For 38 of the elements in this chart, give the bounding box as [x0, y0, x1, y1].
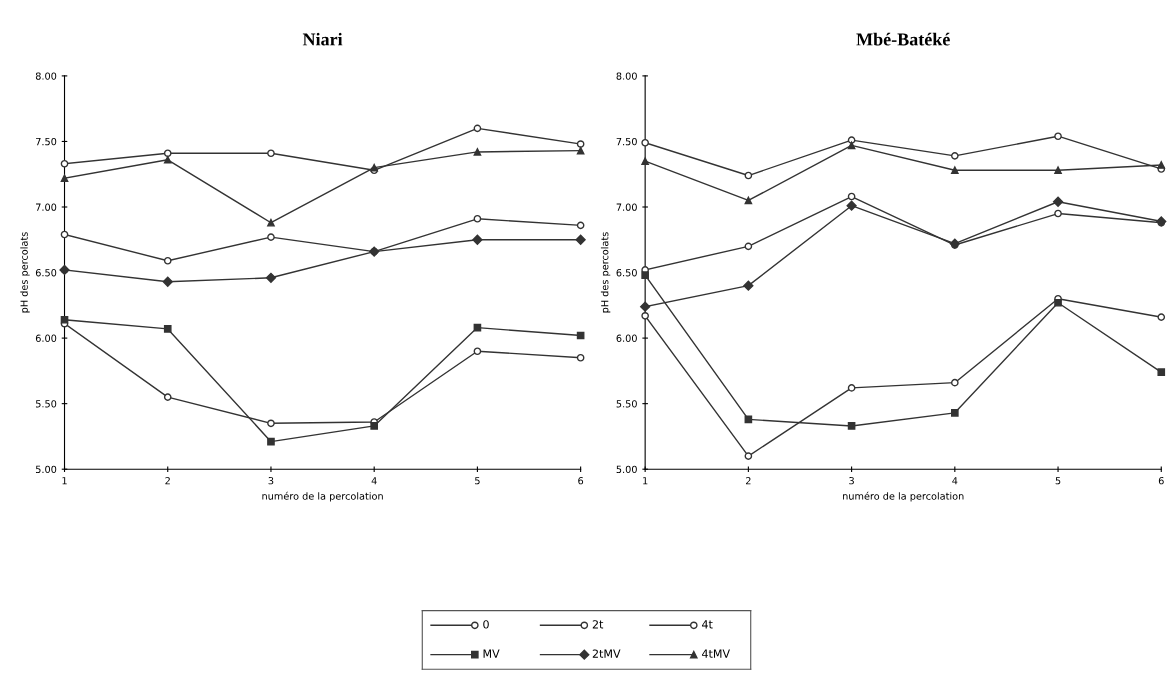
x-axis-title: numéro de la percolation [262, 491, 383, 502]
x-tick-label: 4 [952, 477, 958, 485]
x-tick-label: 4 [371, 477, 377, 485]
x-axis-title: numéro de la percolation [843, 491, 964, 502]
x-tick-label: 5 [475, 477, 480, 485]
y-tick-label: 5.50 [35, 400, 57, 408]
legend-label: 0 [483, 620, 489, 629]
y-axis-title: pH des percolats [20, 232, 30, 313]
chart-title: Mbé-Batéké [856, 32, 950, 46]
legend-label: 2t [592, 620, 604, 629]
x-tick-label: 2 [745, 477, 751, 485]
y-tick-label: 7.00 [616, 203, 637, 211]
y-tick-label: 7.50 [616, 137, 637, 146]
y-tick-label: 6.50 [35, 269, 57, 277]
y-axis-title: pH des percolats [600, 232, 611, 313]
legend-label: 4t [702, 620, 713, 629]
y-tick-label: 5.50 [616, 400, 637, 408]
x-tick-label: 3 [268, 477, 274, 485]
x-tick-label: 2 [165, 477, 170, 485]
x-tick-label: 6 [578, 477, 584, 485]
legend-label: 4tMV [702, 649, 730, 658]
x-tick-label: 1 [643, 477, 648, 485]
y-tick-label: 7.00 [36, 203, 57, 211]
y-tick-label: 8.00 [616, 72, 637, 80]
x-tick-label: 1 [62, 477, 67, 485]
y-tick-label: 5.00 [35, 465, 57, 474]
x-tick-label: 5 [1055, 477, 1061, 485]
y-tick-label: 6.50 [616, 269, 637, 277]
y-tick-label: 8.00 [35, 72, 57, 80]
y-tick-label: 7.50 [36, 137, 57, 146]
x-tick-label: 6 [1158, 477, 1164, 485]
y-tick-label: 6.00 [616, 334, 637, 342]
x-tick-label: 3 [849, 477, 854, 485]
legend-label: MV [483, 649, 500, 658]
y-tick-label: 6.00 [35, 334, 57, 342]
y-tick-label: 5.00 [616, 465, 637, 474]
chart-title: Niari [302, 32, 343, 46]
legend-label: 2tMV [592, 649, 621, 658]
